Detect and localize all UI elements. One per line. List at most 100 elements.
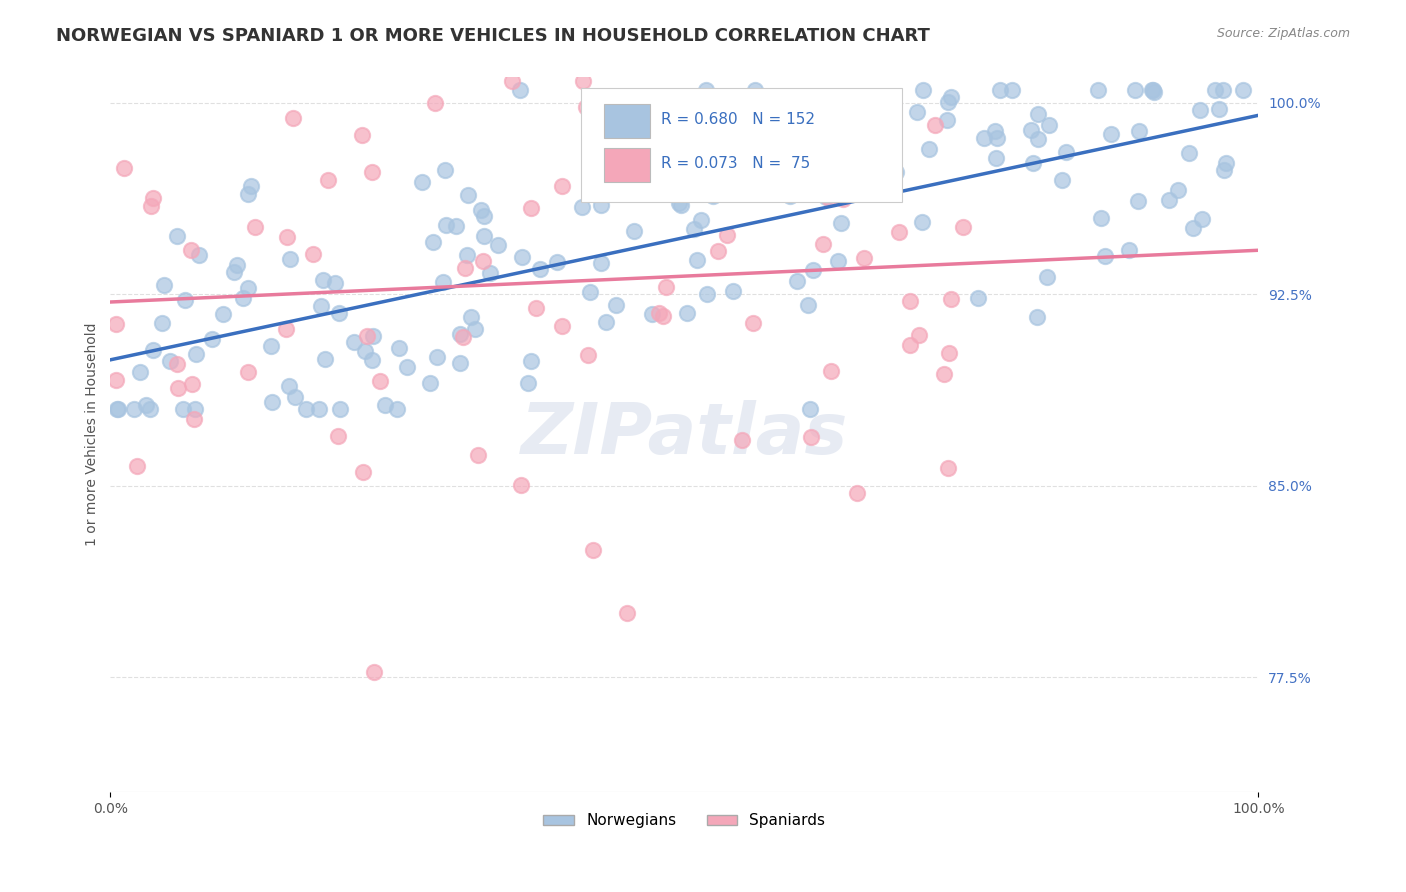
- Point: [1026, 310, 1049, 324]
- Point: [350, 128, 373, 142]
- Point: [936, 112, 959, 127]
- Point: [571, 200, 593, 214]
- Point: [907, 105, 929, 120]
- Point: [368, 375, 391, 389]
- Point: [127, 459, 149, 474]
- Point: [813, 237, 835, 252]
- Point: [799, 402, 821, 417]
- Point: [1212, 162, 1234, 177]
- Point: [329, 402, 352, 417]
- Point: [281, 111, 304, 125]
- Point: [167, 381, 190, 395]
- Point: [1191, 212, 1213, 227]
- Point: [1123, 83, 1146, 97]
- Point: [1212, 83, 1234, 97]
- Point: [519, 201, 541, 215]
- Point: [988, 83, 1011, 97]
- Point: [924, 119, 946, 133]
- Point: [952, 220, 974, 235]
- Point: [278, 379, 301, 393]
- Point: [316, 173, 339, 187]
- Point: [779, 189, 801, 203]
- Point: [166, 358, 188, 372]
- Point: [1178, 145, 1201, 160]
- Point: [884, 165, 907, 179]
- Point: [354, 344, 377, 359]
- Point: [238, 365, 260, 379]
- Point: [797, 298, 820, 312]
- Point: [801, 177, 824, 191]
- Point: [932, 367, 955, 381]
- Point: [259, 339, 281, 353]
- Point: [1090, 211, 1112, 226]
- Point: [551, 318, 574, 333]
- Point: [852, 252, 875, 266]
- Text: NORWEGIAN VS SPANIARD 1 OR MORE VEHICLES IN HOUSEHOLD CORRELATION CHART: NORWEGIAN VS SPANIARD 1 OR MORE VEHICLES…: [56, 27, 931, 45]
- Point: [184, 402, 207, 417]
- Point: [827, 253, 849, 268]
- Point: [912, 83, 935, 97]
- Point: [150, 316, 173, 330]
- Point: [470, 202, 492, 217]
- FancyBboxPatch shape: [605, 148, 650, 183]
- Point: [742, 316, 765, 330]
- Point: [641, 307, 664, 321]
- Point: [159, 354, 181, 368]
- Point: [1038, 118, 1060, 132]
- Point: [830, 216, 852, 230]
- Point: [706, 244, 728, 258]
- Point: [794, 46, 817, 61]
- Point: [396, 359, 419, 374]
- Point: [966, 291, 988, 305]
- Point: [1126, 194, 1149, 209]
- Point: [361, 353, 384, 368]
- Point: [105, 402, 128, 417]
- Point: [224, 265, 246, 279]
- Text: R = 0.680   N = 152: R = 0.680 N = 152: [661, 112, 815, 127]
- Point: [449, 356, 471, 370]
- Point: [183, 412, 205, 426]
- Point: [818, 191, 841, 205]
- Point: [686, 252, 709, 267]
- Point: [1022, 155, 1045, 169]
- Point: [434, 218, 457, 232]
- Point: [887, 226, 910, 240]
- Point: [1001, 83, 1024, 97]
- Point: [486, 238, 509, 252]
- Point: [211, 307, 233, 321]
- Point: [425, 95, 447, 110]
- Point: [814, 190, 837, 204]
- Point: [789, 41, 811, 55]
- Point: [699, 153, 721, 168]
- Point: [918, 142, 941, 156]
- Text: Source: ZipAtlas.com: Source: ZipAtlas.com: [1216, 27, 1350, 40]
- Point: [225, 258, 247, 272]
- FancyBboxPatch shape: [581, 88, 903, 202]
- Point: [301, 246, 323, 260]
- Point: [524, 301, 547, 316]
- Point: [520, 353, 543, 368]
- Point: [529, 262, 551, 277]
- Point: [385, 402, 408, 417]
- Point: [678, 153, 700, 168]
- Point: [467, 448, 489, 462]
- Point: [361, 329, 384, 343]
- Point: [1232, 83, 1254, 97]
- Point: [308, 402, 330, 417]
- Point: [789, 162, 811, 177]
- Point: [845, 486, 868, 500]
- Point: [576, 348, 599, 362]
- Point: [984, 151, 1007, 165]
- Point: [142, 343, 165, 358]
- Point: [1215, 156, 1237, 170]
- Point: [591, 198, 613, 212]
- Point: [135, 32, 157, 46]
- Point: [501, 74, 523, 88]
- Point: [236, 281, 259, 295]
- Point: [938, 345, 960, 359]
- Point: [1181, 220, 1204, 235]
- Point: [105, 317, 128, 331]
- FancyBboxPatch shape: [605, 103, 650, 138]
- Point: [352, 465, 374, 479]
- Point: [1094, 249, 1116, 263]
